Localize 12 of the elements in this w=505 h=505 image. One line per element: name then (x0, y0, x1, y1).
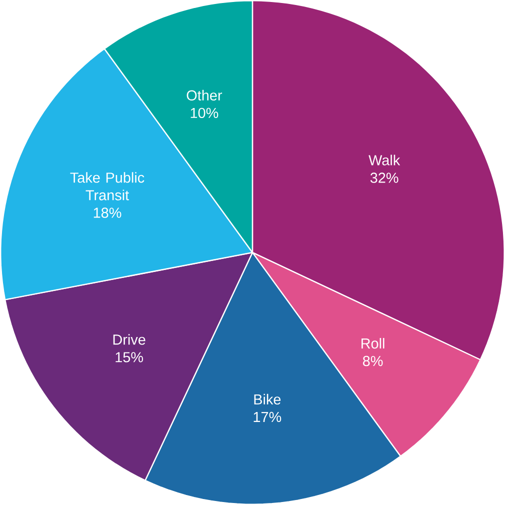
data-label: 15% (116, 352, 144, 362)
slice-label: Drive (113, 334, 146, 345)
data-label: 18% (94, 208, 122, 218)
slice-label: Other (186, 90, 222, 101)
slice-label: Bike (254, 394, 281, 405)
data-label: 32% (370, 172, 398, 183)
data-label: 8% (362, 356, 383, 366)
slice-label: Roll (362, 338, 384, 349)
slice-label: Take Public Transit (70, 172, 144, 200)
slice-label: Walk (368, 154, 400, 166)
data-label: 10% (190, 108, 218, 118)
data-label: 17% (254, 412, 282, 422)
